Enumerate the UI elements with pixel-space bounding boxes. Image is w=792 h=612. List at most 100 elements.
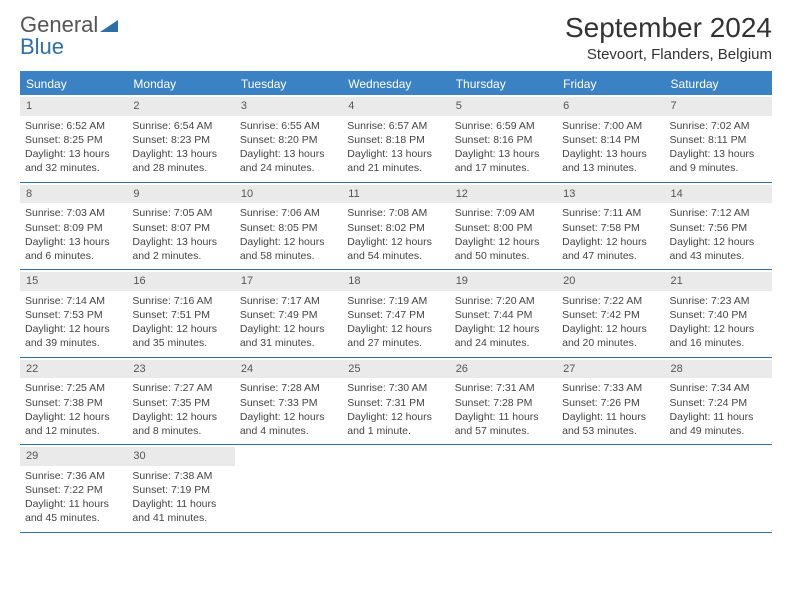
sunrise-line: Sunrise: 7:31 AM: [455, 381, 552, 395]
daylight-line: Daylight: 13 hours and 6 minutes.: [25, 235, 122, 263]
sunset-line: Sunset: 7:31 PM: [347, 396, 444, 410]
day-number: 13: [557, 185, 664, 204]
sunrise-line: Sunrise: 7:36 AM: [25, 469, 122, 483]
location-subtitle: Stevoort, Flanders, Belgium: [565, 46, 772, 63]
sunrise-line: Sunrise: 7:22 AM: [562, 294, 659, 308]
week-row: 29Sunrise: 7:36 AMSunset: 7:22 PMDayligh…: [20, 445, 772, 533]
day-number: 18: [342, 272, 449, 291]
sunrise-line: Sunrise: 7:38 AM: [132, 469, 229, 483]
day-number: 5: [450, 97, 557, 116]
day-number: 25: [342, 360, 449, 379]
sunrise-line: Sunrise: 7:05 AM: [132, 206, 229, 220]
day-cell: 26 Sunrise: 7:31 AMSunset: 7:28 PMDayligh…: [450, 358, 557, 445]
day-cell: 16Sunrise: 7:16 AMSunset: 7:51 PMDayligh…: [127, 270, 234, 357]
day-cell: 27Sunrise: 7:33 AMSunset: 7:26 PMDayligh…: [557, 358, 664, 445]
day-cell: 12Sunrise: 7:09 AMSunset: 8:00 PMDayligh…: [450, 183, 557, 270]
brand-name-2: Blue: [20, 34, 64, 59]
day-cell: 15Sunrise: 7:14 AMSunset: 7:53 PMDayligh…: [20, 270, 127, 357]
sunset-line: Sunset: 7:49 PM: [240, 308, 337, 322]
day-cell: 4 Sunrise: 6:57 AMSunset: 8:18 PMDaylight…: [342, 95, 449, 182]
week-row: 15Sunrise: 7:14 AMSunset: 7:53 PMDayligh…: [20, 270, 772, 358]
sunset-line: Sunset: 7:53 PM: [25, 308, 122, 322]
daylight-line: Daylight: 12 hours and 16 minutes.: [670, 322, 767, 350]
day-number: 7: [665, 97, 772, 116]
sunrise-line: Sunrise: 7:12 AM: [670, 206, 767, 220]
sunrise-line: Sunrise: 7:30 AM: [347, 381, 444, 395]
day-cell: 14Sunrise: 7:12 AMSunset: 7:56 PMDayligh…: [665, 183, 772, 270]
daylight-line: Daylight: 12 hours and 58 minutes.: [240, 235, 337, 263]
sunset-line: Sunset: 8:18 PM: [347, 133, 444, 147]
day-number: 22: [20, 360, 127, 379]
daylight-line: Daylight: 13 hours and 2 minutes.: [132, 235, 229, 263]
week-row: 1Sunrise: 6:52 AMSunset: 8:25 PMDaylight…: [20, 95, 772, 183]
title-block: September 2024 Stevoort, Flanders, Belgi…: [565, 12, 772, 63]
day-header: Tuesday: [235, 73, 342, 95]
day-number: 17: [235, 272, 342, 291]
sunrise-line: Sunrise: 7:23 AM: [670, 294, 767, 308]
day-cell: 8Sunrise: 7:03 AMSunset: 8:09 PMDaylight…: [20, 183, 127, 270]
daylight-line: Daylight: 11 hours and 41 minutes.: [132, 497, 229, 525]
day-cell: 10Sunrise: 7:06 AMSunset: 8:05 PMDayligh…: [235, 183, 342, 270]
day-number: 1: [20, 97, 127, 116]
day-number: 4: [342, 97, 449, 116]
sunset-line: Sunset: 8:20 PM: [240, 133, 337, 147]
day-number: 26: [450, 360, 557, 379]
daylight-line: Daylight: 12 hours and 12 minutes.: [25, 410, 122, 438]
daylight-line: Daylight: 12 hours and 1 minute.: [347, 410, 444, 438]
day-cell: 25 Sunrise: 7:30 AMSunset: 7:31 PMDayligh…: [342, 358, 449, 445]
sunrise-line: Sunrise: 6:57 AM: [347, 119, 444, 133]
day-header: Saturday: [665, 73, 772, 95]
daylight-line: Daylight: 12 hours and 20 minutes.: [562, 322, 659, 350]
day-cell: 7Sunrise: 7:02 AMSunset: 8:11 PMDaylight…: [665, 95, 772, 182]
daylight-line: Daylight: 13 hours and 21 minutes.: [347, 147, 444, 175]
day-cell: 20Sunrise: 7:22 AMSunset: 7:42 PMDayligh…: [557, 270, 664, 357]
sunset-line: Sunset: 7:38 PM: [25, 396, 122, 410]
daylight-line: Daylight: 12 hours and 31 minutes.: [240, 322, 337, 350]
sunset-line: Sunset: 8:00 PM: [455, 221, 552, 235]
sunset-line: Sunset: 7:40 PM: [670, 308, 767, 322]
sunrise-line: Sunrise: 7:08 AM: [347, 206, 444, 220]
sunrise-line: Sunrise: 7:00 AM: [562, 119, 659, 133]
day-cell: 19Sunrise: 7:20 AMSunset: 7:44 PMDayligh…: [450, 270, 557, 357]
sunset-line: Sunset: 8:07 PM: [132, 221, 229, 235]
sunset-line: Sunset: 8:16 PM: [455, 133, 552, 147]
day-number: 19: [450, 272, 557, 291]
day-number: 6: [557, 97, 664, 116]
logo-triangle-icon: [100, 14, 118, 36]
sunset-line: Sunset: 7:28 PM: [455, 396, 552, 410]
sunset-line: Sunset: 7:22 PM: [25, 483, 122, 497]
sunrise-line: Sunrise: 7:11 AM: [562, 206, 659, 220]
daylight-line: Daylight: 11 hours and 53 minutes.: [562, 410, 659, 438]
day-cell: 1 Sunrise: 6:52 AMSunset: 8:25 PMDaylight…: [20, 95, 127, 182]
day-number: 21: [665, 272, 772, 291]
daylight-line: Daylight: 13 hours and 24 minutes.: [240, 147, 337, 175]
day-number: 15: [20, 272, 127, 291]
sunset-line: Sunset: 7:33 PM: [240, 396, 337, 410]
day-number: 24: [235, 360, 342, 379]
day-cell: 2Sunrise: 6:54 AMSunset: 8:23 PMDaylight…: [127, 95, 234, 182]
day-header: Sunday: [20, 73, 127, 95]
day-number: 12: [450, 185, 557, 204]
sunrise-line: Sunrise: 6:54 AM: [132, 119, 229, 133]
sunrise-line: Sunrise: 6:52 AM: [25, 119, 122, 133]
sunset-line: Sunset: 7:58 PM: [562, 221, 659, 235]
daylight-line: Daylight: 13 hours and 13 minutes.: [562, 147, 659, 175]
day-number: 14: [665, 185, 772, 204]
sunset-line: Sunset: 8:02 PM: [347, 221, 444, 235]
day-number: 10: [235, 185, 342, 204]
sunset-line: Sunset: 8:09 PM: [25, 221, 122, 235]
daylight-line: Daylight: 13 hours and 32 minutes.: [25, 147, 122, 175]
week-row: 22Sunrise: 7:25 AMSunset: 7:38 PMDayligh…: [20, 358, 772, 446]
sunset-line: Sunset: 8:23 PM: [132, 133, 229, 147]
day-cell: 11Sunrise: 7:08 AMSunset: 8:02 PMDayligh…: [342, 183, 449, 270]
daylight-line: Daylight: 12 hours and 27 minutes.: [347, 322, 444, 350]
day-header: Friday: [557, 73, 664, 95]
sunset-line: Sunset: 7:51 PM: [132, 308, 229, 322]
day-header: Thursday: [450, 73, 557, 95]
day-header: Wednesday: [342, 73, 449, 95]
day-cell: 29Sunrise: 7:36 AMSunset: 7:22 PMDayligh…: [20, 445, 127, 532]
day-number: 28: [665, 360, 772, 379]
sunset-line: Sunset: 8:25 PM: [25, 133, 122, 147]
daylight-line: Daylight: 13 hours and 28 minutes.: [132, 147, 229, 175]
daylight-line: Daylight: 11 hours and 57 minutes.: [455, 410, 552, 438]
